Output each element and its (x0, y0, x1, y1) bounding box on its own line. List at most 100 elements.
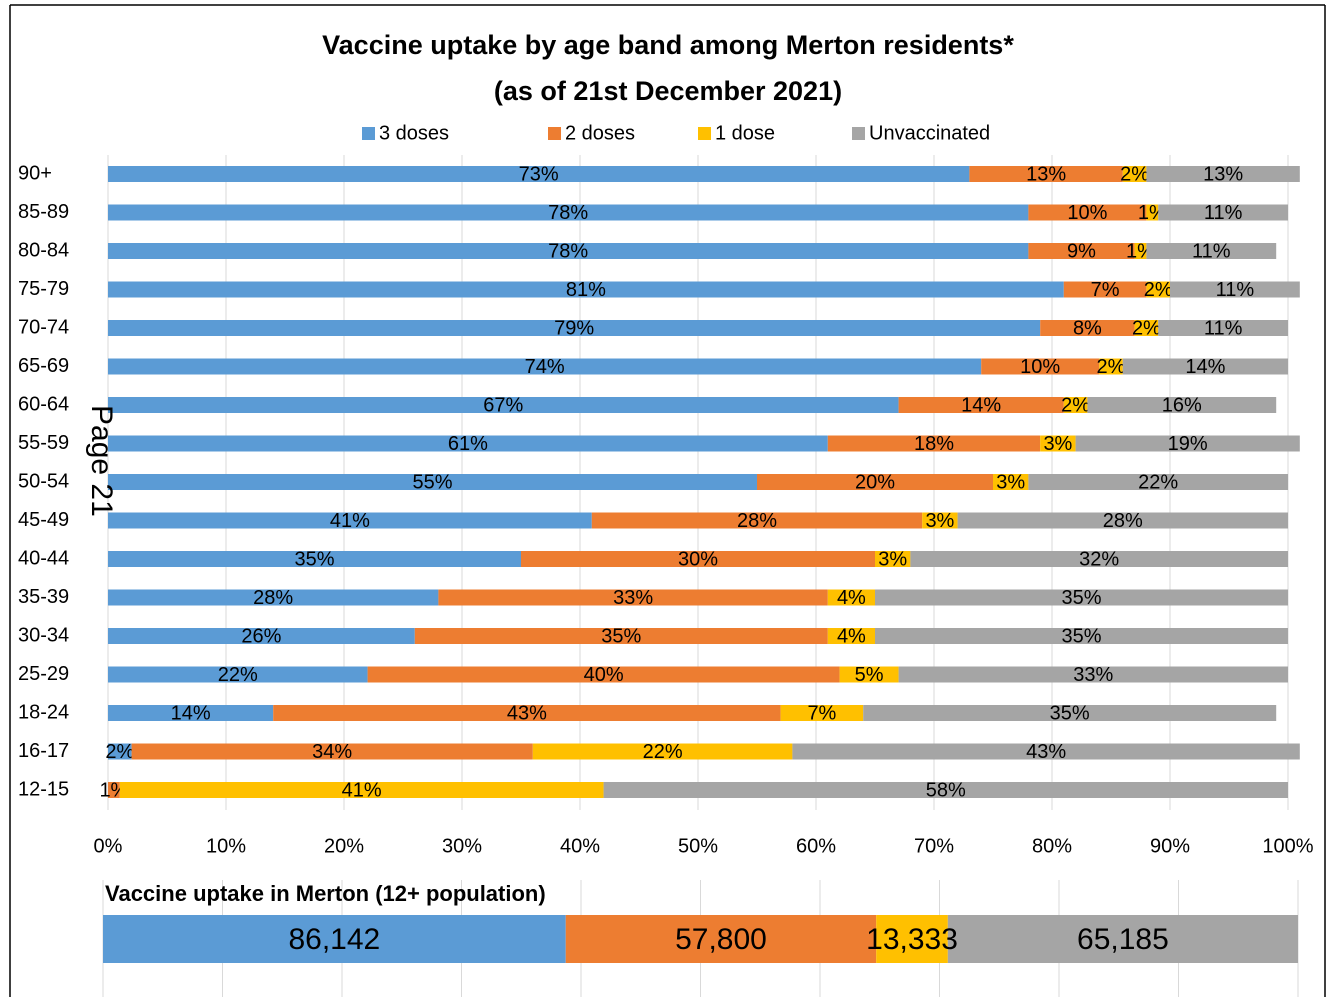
bar-segment (792, 743, 1300, 760)
bar-segment (1087, 397, 1277, 413)
bar-segment (108, 474, 757, 490)
bar-segment (108, 666, 368, 683)
bar-segment (875, 589, 1288, 606)
bar-segment (367, 666, 840, 683)
data-label: 13,333 (866, 923, 958, 956)
x-tick-label: 50% (678, 835, 718, 857)
bar-segment (1075, 435, 1300, 452)
data-label: 43% (1026, 741, 1066, 763)
y-tick-label: 50-54 (18, 470, 69, 492)
x-tick-label: 80% (1032, 835, 1072, 857)
bar-segment (947, 915, 1298, 963)
data-label: 2% (1097, 356, 1126, 378)
legend-label: 1 dose (715, 122, 775, 144)
data-label: 16% (1162, 394, 1202, 416)
data-label: 34% (312, 741, 352, 763)
chart-title: Vaccine uptake by age band among Merton … (322, 30, 1014, 60)
bar-segment (1028, 474, 1288, 490)
bar-segment (1146, 281, 1170, 298)
bar-segment (898, 397, 1064, 413)
bar-segment (108, 628, 415, 644)
data-label: 35% (1050, 702, 1090, 724)
data-label: 2% (1132, 317, 1161, 339)
bar-segment (108, 243, 1029, 259)
bar-segment (1063, 281, 1147, 298)
bar-segment (603, 782, 1288, 798)
bar-segment (827, 435, 1041, 452)
bar-segment (108, 397, 899, 413)
data-label: 3% (925, 510, 954, 532)
bar-segment (981, 358, 1100, 375)
data-label: 35% (1061, 625, 1101, 647)
bar-segment (108, 166, 970, 182)
data-label: 5% (855, 664, 884, 686)
bar-segment (1040, 320, 1135, 336)
legend-swatch (362, 127, 375, 140)
x-tick-label: 10% (206, 835, 246, 857)
bar-segment (1146, 204, 1159, 221)
data-label: 65,185 (1077, 923, 1169, 956)
data-label: 58% (926, 779, 966, 801)
data-label: 78% (548, 202, 588, 224)
bar-segment (993, 474, 1029, 490)
bar-segment (1028, 204, 1147, 221)
bar-segment (108, 782, 120, 798)
data-label: 2% (1120, 163, 1149, 185)
data-label: 41% (342, 779, 382, 801)
x-tick-label: 70% (914, 835, 954, 857)
bar-segment (1040, 435, 1076, 452)
bar-segment (108, 281, 1064, 298)
data-label: 10% (1020, 356, 1060, 378)
bar-segment (957, 512, 1288, 529)
legend-label: 2 doses (565, 122, 635, 144)
bar-segment (108, 320, 1041, 336)
bar-segment (1146, 243, 1277, 259)
legend-swatch (548, 127, 561, 140)
data-label: 35% (1061, 587, 1101, 609)
data-label: 35% (294, 548, 334, 570)
bar-segment (565, 915, 877, 963)
y-tick-label: 70-74 (18, 316, 69, 338)
data-label: 18% (914, 433, 954, 455)
data-label: 14% (171, 702, 211, 724)
data-label: 73% (519, 163, 559, 185)
data-label: 79% (554, 317, 594, 339)
data-label: 13% (1203, 163, 1243, 185)
data-label: 9% (1067, 240, 1096, 262)
bar-segment (969, 166, 1123, 182)
bar-segment (1028, 243, 1135, 259)
bar-segment (521, 551, 875, 567)
bar-segment (1146, 166, 1300, 182)
bar-segment (1134, 320, 1159, 336)
bar-segment (591, 512, 923, 529)
x-tick-label: 40% (560, 835, 600, 857)
data-label: 81% (566, 279, 606, 301)
bar-segment (922, 512, 958, 529)
bar-segment (438, 589, 828, 606)
data-label: 30% (678, 548, 718, 570)
data-label: 33% (1073, 664, 1113, 686)
y-tick-label: 18-24 (18, 701, 69, 723)
y-tick-label: 85-89 (18, 201, 69, 223)
data-label: 22% (1138, 471, 1178, 493)
y-tick-label: 25-29 (18, 663, 69, 685)
bar-segment (876, 915, 948, 963)
y-tick-label: 35-39 (18, 586, 69, 608)
data-label: 61% (448, 433, 488, 455)
data-label: 2% (1061, 394, 1090, 416)
data-label: 8% (1073, 317, 1102, 339)
bar-segment (1099, 358, 1123, 375)
data-label: 55% (412, 471, 452, 493)
y-tick-label: 60-64 (18, 393, 69, 415)
bar-segment (131, 743, 533, 760)
bar-segment (108, 743, 132, 760)
bar-segment (1134, 243, 1147, 259)
bar-segment (108, 551, 521, 567)
page-label: Page 21 (85, 405, 118, 517)
legend-swatch (852, 127, 865, 140)
bar-segment (108, 589, 439, 606)
chart-title: Vaccine uptake in Merton (12+ population… (105, 881, 546, 906)
x-tick-label: 20% (324, 835, 364, 857)
y-tick-label: 55-59 (18, 432, 69, 454)
